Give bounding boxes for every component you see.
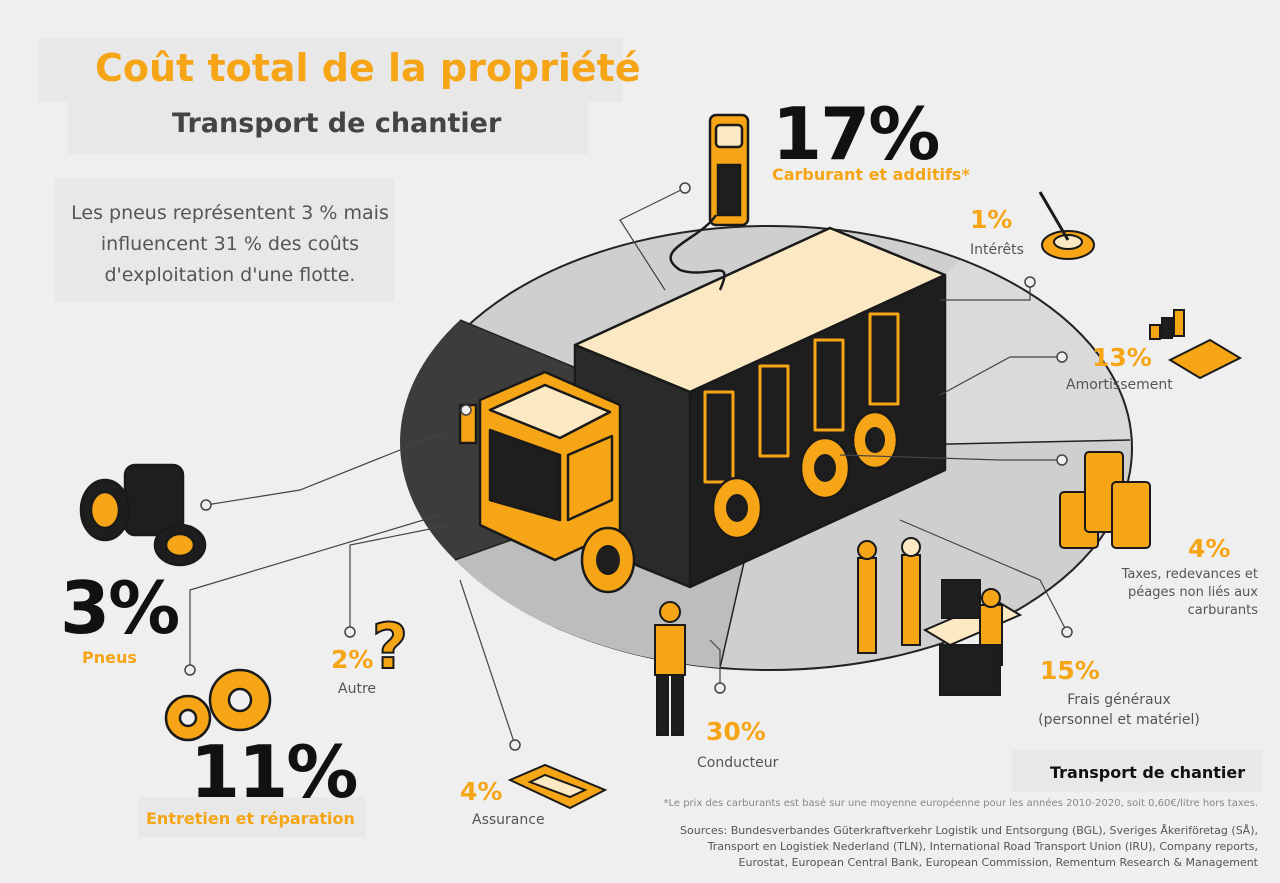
intro-panel — [55, 178, 395, 302]
gears-icon — [164, 668, 272, 742]
sources-line-2: Transport en Logistiek Nederland (TLN), … — [707, 840, 1258, 853]
insurance-label: Assurance — [472, 812, 545, 828]
other-label: Autre — [338, 681, 377, 697]
depreciation-label: Amortissement — [1066, 377, 1173, 393]
fuel-price-note: *Le prix des carburants est basé sur une… — [663, 798, 1258, 809]
coin-stacks-icon — [1059, 451, 1151, 549]
sources-line-3: Eurostat, European Central Bank, Europea… — [738, 856, 1258, 869]
driver-percentage: 30% — [706, 717, 766, 746]
driver-illustration — [654, 601, 686, 736]
leader-lines — [189, 187, 1068, 746]
fuel-percentage: 17% — [772, 92, 940, 176]
intro-text: Les pneus représentent 3 % mais influenc… — [71, 202, 389, 286]
leader-dots — [184, 182, 1073, 751]
calculator-icon — [1149, 309, 1243, 380]
footer-heading-panel — [1012, 750, 1262, 792]
truck-illustration — [458, 226, 947, 594]
footer-heading: Transport de chantier — [1050, 763, 1246, 782]
tyres-icon — [79, 463, 207, 567]
tyres-percentage: 3% — [60, 566, 180, 650]
taxes-percentage: 4% — [1188, 534, 1231, 563]
interest-percentage: 1% — [970, 205, 1013, 234]
page-subtitle: Transport de chantier — [172, 108, 502, 139]
driver-label: Conducteur — [697, 755, 779, 771]
question-mark-icon: ? — [371, 609, 409, 684]
fuel-label: Carburant et additifs* — [772, 165, 970, 184]
interest-label: Intérêts — [970, 242, 1024, 258]
page-title: Coût total de la propriété — [95, 46, 641, 90]
office-staff-illustration — [857, 537, 1023, 696]
insurance-document-icon — [507, 763, 608, 810]
svg-text:?: ? — [372, 610, 408, 683]
taxes-label: Taxes, redevances et péages non liés aux… — [1121, 567, 1258, 618]
subtitle-panel — [68, 102, 588, 154]
depreciation-percentage: 13% — [1092, 343, 1152, 372]
overhead-percentage: 15% — [1040, 656, 1100, 685]
title-panel — [38, 38, 623, 102]
maintenance-label-panel — [138, 797, 366, 837]
target-icon — [1038, 191, 1095, 260]
overhead-label: Frais généraux (personnel et matériel) — [1038, 692, 1200, 728]
other-percentage: 2% — [331, 645, 374, 674]
insurance-percentage: 4% — [460, 777, 503, 806]
fuel-pump-icon — [669, 113, 750, 291]
maintenance-percentage: 11% — [190, 730, 358, 814]
tyres-label: Pneus — [82, 648, 137, 667]
sources-line-1: Sources: Bundesverbandes Güterkraftverke… — [680, 824, 1258, 837]
maintenance-label: Entretien et réparation — [146, 809, 355, 828]
